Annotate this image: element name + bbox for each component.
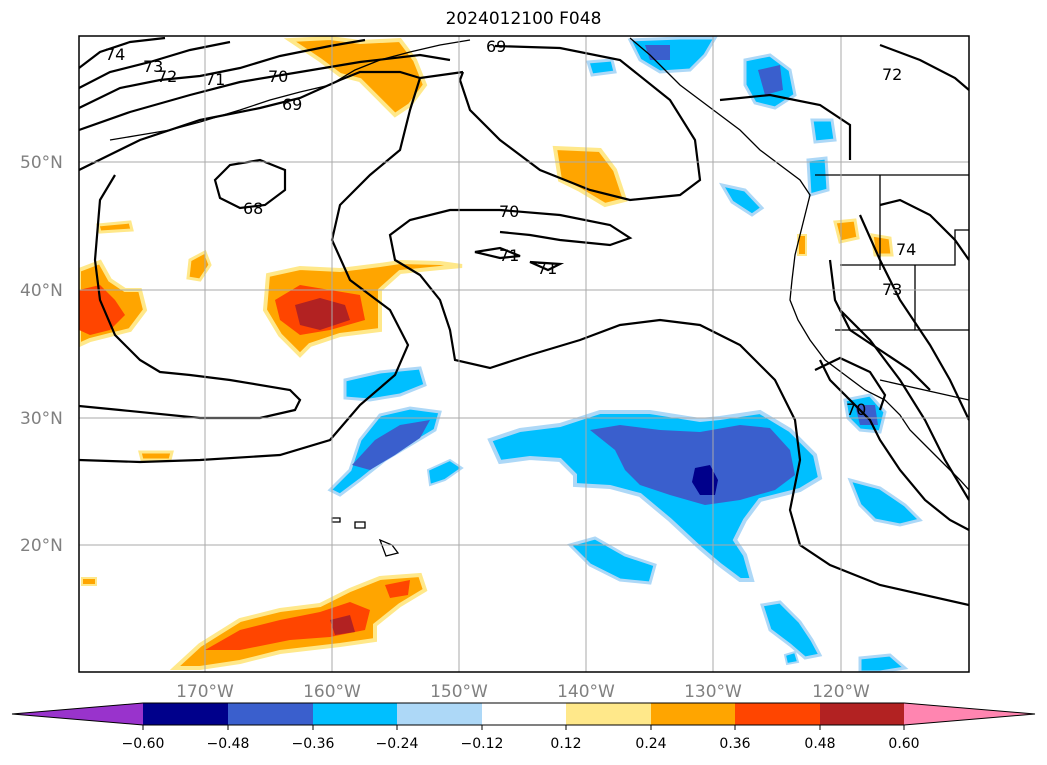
lon-label: 130°W (684, 682, 742, 702)
contour-label: 73 (143, 57, 163, 76)
colorbar-segment (566, 703, 651, 725)
contour-label: 71 (537, 259, 557, 278)
contour-label: 70 (268, 67, 288, 86)
lon-label: 120°W (812, 682, 870, 702)
colorbar: −0.60 −0.48 −0.36 −0.24 −0.12 0.12 0.24 … (11, 702, 1036, 752)
colorbar-segment (228, 703, 313, 725)
contour-label: 69 (486, 37, 506, 56)
colorbar-tick-label: −0.24 (376, 736, 419, 752)
lon-label: 160°W (303, 682, 361, 702)
contour-label: 73 (882, 280, 902, 299)
colorbar-tick-label: 0.36 (719, 736, 750, 752)
colorbar-segment (735, 703, 820, 725)
lon-label: 170°W (176, 682, 234, 702)
contour-label: 72 (157, 67, 177, 86)
colorbar-segment (820, 703, 904, 725)
contour-label: 68 (243, 199, 263, 218)
contour-label: 69 (282, 95, 302, 114)
lon-label: 150°W (430, 682, 488, 702)
colorbar-tick-label: 0.12 (550, 736, 581, 752)
lat-label: 30°N (20, 409, 63, 429)
gridlines (79, 36, 969, 672)
contour-label: 74 (105, 45, 125, 64)
contour-label: 70 (499, 202, 519, 221)
contour-label: 74 (896, 240, 916, 259)
colorbar-tick-label: −0.12 (461, 736, 504, 752)
lat-label: 20°N (20, 536, 63, 556)
colorbar-tick-label: −0.48 (207, 736, 250, 752)
contour-label: 71 (205, 70, 225, 89)
colorbar-segment (143, 703, 228, 725)
lon-label: 140°W (557, 682, 615, 702)
plot-frame (78, 35, 970, 673)
colorbar-tick-label: 0.24 (635, 736, 666, 752)
latitude-labels: 50°N 40°N 30°N 20°N (20, 153, 63, 556)
colorbar-segment (651, 703, 735, 725)
lat-label: 40°N (20, 281, 63, 301)
colorbar-tick-label: 0.60 (888, 736, 919, 752)
colorbar-segment (313, 703, 397, 725)
contour-lines (79, 36, 969, 607)
colorbar-tick-label: −0.60 (122, 736, 165, 752)
longitude-labels: 170°W 160°W 150°W 140°W 130°W 120°W (176, 682, 870, 702)
contour-label-group: 74 73 72 71 70 69 69 68 70 71 71 72 74 7… (105, 37, 916, 419)
colorbar-extend-min (12, 703, 143, 725)
map-title: 2024012100 F048 (445, 9, 602, 29)
contour-label: 70 (846, 400, 866, 419)
colorbar-segment (482, 703, 566, 725)
colorbar-tick-label: 0.48 (804, 736, 835, 752)
lat-label: 50°N (20, 153, 63, 173)
contour-label: 71 (499, 246, 519, 265)
contour-label: 72 (882, 65, 902, 84)
colorbar-extend-max (904, 703, 1035, 725)
colorbar-segment (397, 703, 482, 725)
plot-area (79, 36, 969, 672)
colorbar-tick-label: −0.36 (292, 736, 335, 752)
